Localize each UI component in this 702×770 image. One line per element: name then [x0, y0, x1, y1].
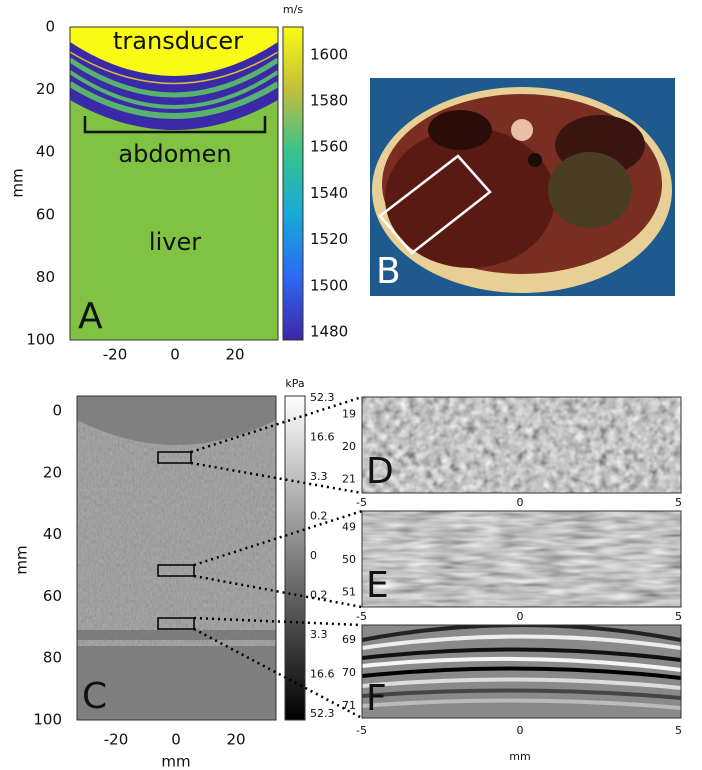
colorbar-tick-label: 1520	[310, 230, 348, 248]
y-tick-label: 20	[342, 440, 356, 453]
x-tick-label: 0	[517, 610, 524, 623]
panel-label: D	[366, 451, 394, 492]
colorbar-tick-label: 1540	[310, 184, 348, 202]
panel-label: C	[82, 676, 107, 717]
colorbar-tick-label: 1600	[310, 45, 348, 63]
x-tick-label: 0	[517, 496, 524, 509]
x-tick-label: 0	[171, 731, 181, 749]
x-tick-label: 5	[675, 724, 682, 737]
annotation: liver	[149, 228, 201, 256]
y-tick-label: 20	[43, 463, 62, 481]
y-tick-label: 0	[45, 18, 55, 36]
colorbar-tick-label: 3.3	[310, 470, 328, 483]
x-axis-label: mm	[161, 753, 190, 770]
x-tick-label: 0	[517, 724, 524, 737]
annotation: abdomen	[118, 140, 231, 168]
x-tick-label: -20	[103, 346, 128, 364]
y-axis-label: mm	[9, 168, 27, 197]
panel-c-image	[77, 396, 276, 720]
colorbar-unit: m/s	[283, 3, 303, 16]
y-tick-label: 100	[33, 711, 62, 729]
colorbar-tick-label: 0.2	[310, 589, 328, 602]
panel-label: F	[366, 678, 387, 719]
colorbar-c	[285, 396, 305, 720]
colorbar-tick-label: 0.2	[310, 510, 328, 523]
colorbar-tick-label: 1500	[310, 276, 348, 294]
annotation: transducer	[113, 27, 243, 55]
colorbar-tick-label: 16.6	[310, 431, 335, 444]
y-tick-label: 40	[36, 143, 55, 161]
panel-f-image	[362, 625, 681, 718]
y-tick-label: 0	[52, 402, 62, 420]
colorbar-unit: kPa	[285, 377, 304, 390]
panel-label: E	[366, 565, 389, 606]
panel-label: B	[376, 251, 401, 292]
panel-d-image	[362, 397, 681, 493]
x-tick-label: -20	[104, 731, 129, 749]
colorbar-tick-label: 52.3	[310, 707, 335, 720]
x-axis-label: mm	[509, 750, 530, 763]
x-tick-label: -5	[356, 610, 367, 623]
y-tick-label: 19	[342, 408, 356, 421]
colorbar-tick-label: 1580	[310, 92, 348, 110]
y-tick-label: 100	[26, 331, 55, 349]
colorbar-a	[283, 27, 303, 340]
colorbar-tick-label: 52.3	[310, 391, 335, 404]
y-tick-label: 60	[36, 205, 55, 223]
y-tick-label: 51	[342, 586, 356, 599]
y-tick-label: 60	[43, 587, 62, 605]
x-tick-label: 0	[170, 346, 180, 364]
x-tick-label: 20	[226, 731, 245, 749]
y-axis-label: mm	[13, 545, 31, 574]
x-tick-label: 20	[225, 346, 244, 364]
colorbar-tick-label: 16.6	[310, 668, 335, 681]
x-tick-label: 5	[675, 610, 682, 623]
panel-label: A	[78, 296, 103, 337]
figure: 0 20 40 60 80 100 -20 0 20 0 20 40 60 80 100 -20 0 20 19 20…	[0, 0, 702, 770]
colorbar-tick-label: 0	[310, 549, 317, 562]
colorbar-tick-label: 1560	[310, 138, 348, 156]
colorbar-tick-label: 3.3	[310, 628, 328, 641]
panel-a-image	[70, 27, 278, 340]
y-tick-label: 80	[43, 649, 62, 667]
y-tick-label: 20	[36, 80, 55, 98]
x-tick-label: 5	[675, 496, 682, 509]
y-tick-label: 50	[342, 553, 356, 566]
colorbar-tick-label: 1480	[310, 323, 348, 341]
y-tick-label: 49	[342, 521, 356, 534]
y-tick-label: 71	[342, 699, 356, 712]
y-tick-label: 69	[342, 633, 356, 646]
panel-b-photo	[370, 78, 675, 296]
x-tick-label: -5	[356, 496, 367, 509]
panel-e-image	[362, 511, 681, 607]
y-tick-label: 80	[36, 268, 55, 286]
y-tick-label: 40	[43, 525, 62, 543]
y-tick-label: 21	[342, 473, 356, 486]
x-tick-label: -5	[356, 724, 367, 737]
y-tick-label: 70	[342, 666, 356, 679]
